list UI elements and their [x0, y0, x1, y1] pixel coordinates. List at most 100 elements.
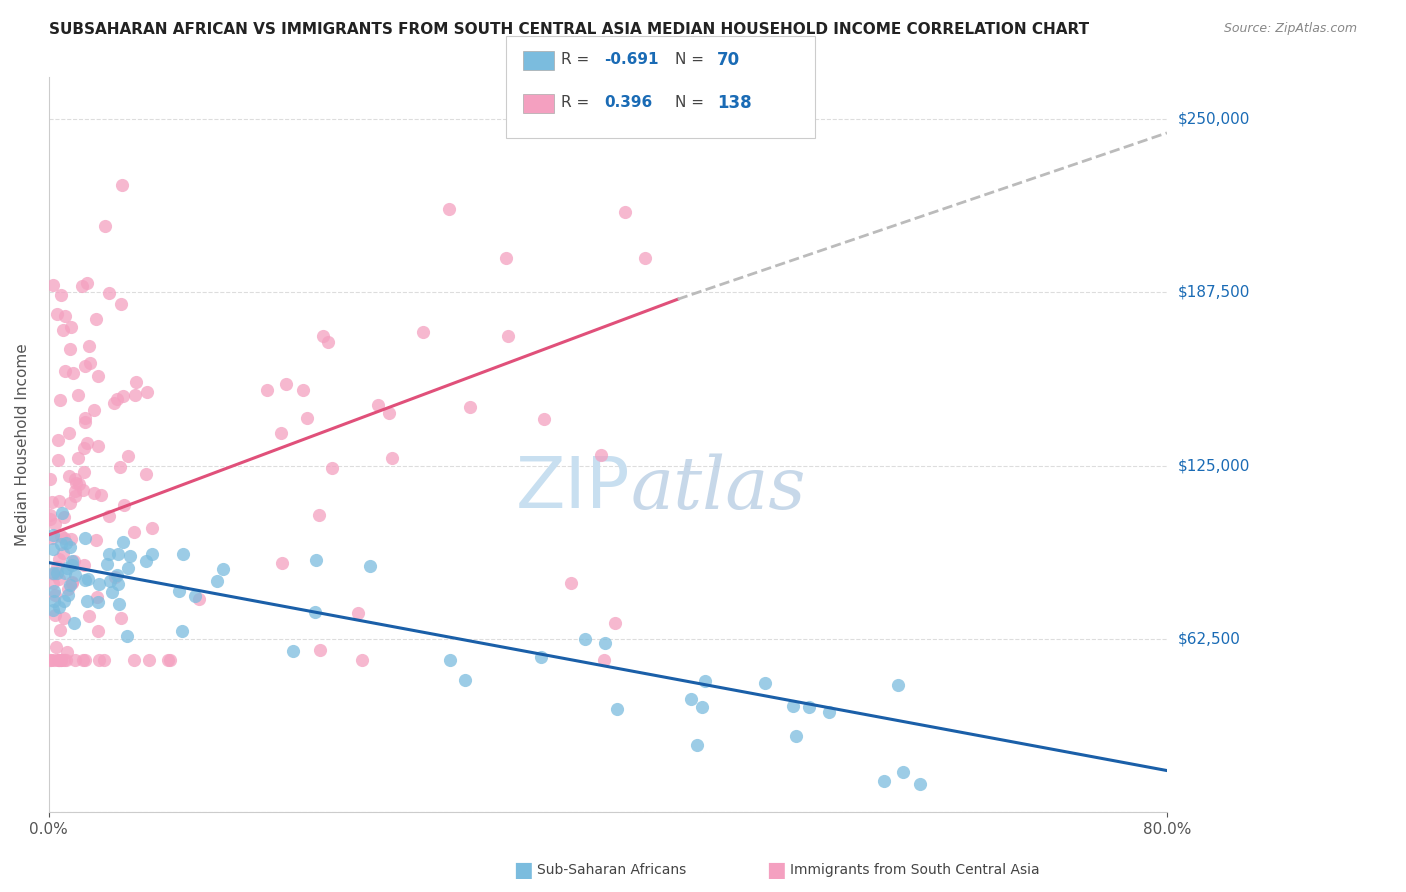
Point: [212, 561, 235, 575]
Point: [893, 764, 915, 779]
Point: [276, 376, 298, 391]
Point: [42, 576, 65, 591]
Point: [595, 636, 617, 650]
Point: [60, 320, 83, 334]
Point: [76, 435, 98, 450]
Point: [122, 653, 145, 667]
Point: [256, 383, 278, 397]
Point: [42, 277, 65, 292]
Point: [49, 288, 72, 302]
Text: Immigrants from South Central Asia: Immigrants from South Central Asia: [790, 863, 1040, 877]
Point: [59, 578, 82, 592]
Point: [49, 623, 72, 637]
Point: [56, 588, 79, 602]
Point: [41, 528, 63, 542]
Point: [159, 653, 181, 667]
Point: [574, 632, 596, 646]
Point: [51, 653, 73, 667]
Point: [188, 592, 211, 607]
Point: [53, 653, 76, 667]
Point: [367, 398, 389, 412]
Point: [818, 705, 841, 719]
Point: [75, 415, 97, 429]
Point: [42, 594, 65, 608]
Text: ■: ■: [766, 860, 786, 880]
Point: [412, 326, 434, 340]
Point: [39, 508, 62, 522]
Point: [346, 606, 368, 620]
Point: [312, 329, 335, 343]
Point: [316, 335, 339, 350]
Point: [381, 450, 404, 465]
Point: [605, 615, 627, 630]
Point: [73, 465, 96, 479]
Point: [754, 676, 776, 690]
Point: [89, 577, 111, 591]
Point: [46, 566, 69, 580]
Point: [53, 610, 76, 624]
Point: [77, 339, 100, 353]
Point: [117, 449, 139, 463]
Text: N =: N =: [675, 95, 709, 110]
Point: [79, 356, 101, 370]
Point: [295, 411, 318, 425]
Point: [112, 389, 135, 403]
Point: [39, 653, 62, 667]
Point: [495, 251, 517, 265]
Point: [529, 649, 551, 664]
Text: R =: R =: [561, 53, 595, 67]
Point: [605, 702, 627, 716]
Point: [103, 395, 125, 409]
Point: [41, 531, 63, 545]
Point: [633, 251, 655, 265]
Point: [86, 369, 108, 384]
Point: [42, 566, 65, 581]
Point: [65, 484, 87, 499]
Point: [60, 558, 83, 572]
Point: [67, 477, 90, 491]
Point: [58, 582, 80, 596]
Point: [42, 653, 65, 667]
Point: [84, 312, 107, 326]
Point: [872, 773, 894, 788]
Point: [87, 439, 110, 453]
Point: [135, 554, 157, 568]
Point: [184, 589, 207, 603]
Point: [98, 547, 121, 561]
Point: [695, 673, 717, 688]
Point: [439, 653, 461, 667]
Point: [111, 178, 134, 193]
Point: [105, 568, 128, 582]
Point: [72, 483, 94, 498]
Point: [73, 558, 96, 572]
Point: [39, 472, 62, 486]
Point: [304, 605, 326, 619]
Point: [51, 653, 73, 667]
Text: 0.396: 0.396: [605, 95, 652, 110]
Point: [377, 406, 399, 420]
Point: [48, 572, 70, 586]
Point: [51, 536, 73, 550]
Point: [46, 653, 69, 667]
Text: $62,500: $62,500: [1178, 632, 1241, 647]
Point: [124, 388, 146, 402]
Point: [52, 546, 75, 560]
Point: [115, 628, 138, 642]
Point: [172, 547, 194, 561]
Point: [39, 512, 62, 526]
Point: [110, 296, 132, 310]
Point: [73, 441, 96, 455]
Point: [105, 392, 128, 407]
Point: [42, 584, 65, 599]
Text: -0.691: -0.691: [605, 53, 659, 67]
Point: [60, 532, 83, 546]
Point: [125, 375, 148, 389]
Point: [53, 594, 76, 608]
Point: [108, 459, 131, 474]
Point: [681, 692, 703, 706]
Point: [52, 323, 75, 337]
Text: Sub-Saharan Africans: Sub-Saharan Africans: [537, 863, 686, 877]
Point: [76, 594, 98, 608]
Point: [60, 554, 83, 568]
Point: [560, 575, 582, 590]
